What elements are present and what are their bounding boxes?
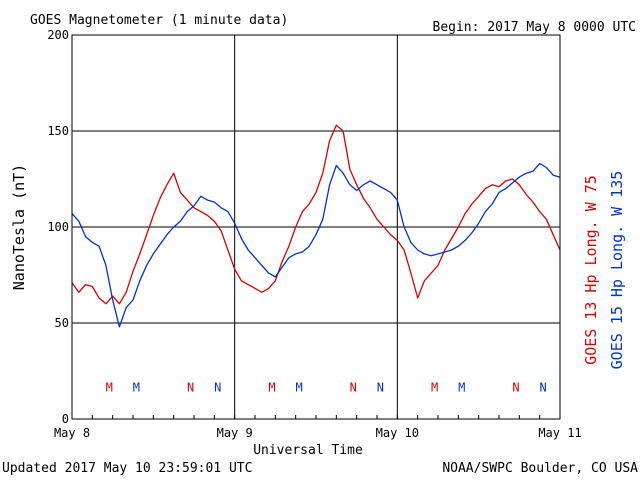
legend-goes13: GOES 13 Hp Long. W 75 [582, 175, 600, 365]
marker-m: M [268, 380, 275, 394]
x-axis-label: Universal Time [253, 443, 363, 458]
y-axis-label: NanoTesla (nT) [10, 164, 28, 290]
y-tick-label: 100 [47, 220, 69, 234]
legend-goes15: GOES 15 Hp Long. W 135 [608, 171, 626, 370]
credit-label: NOAA/SWPC Boulder, CO USA [442, 461, 638, 476]
marker-n: N [512, 380, 519, 394]
y-tick-label: 150 [47, 124, 69, 138]
marker-n: N [214, 380, 221, 394]
tick-labels: 0 50 100 150 200 May 8 May 9 May 10 May 11 [47, 28, 581, 440]
marker-n: N [350, 380, 357, 394]
plot-grid [71, 35, 561, 419]
series-layer [71, 124, 561, 328]
marker-n: N [377, 380, 384, 394]
marker-n: N [187, 380, 194, 394]
x-tick-label: May 11 [538, 426, 581, 440]
updated-timestamp: Updated 2017 May 10 23:59:01 UTC [2, 461, 252, 476]
begin-label: Begin: 2017 May 8 0000 UTC [433, 20, 637, 35]
chart-title: GOES Magnetometer (1 minute data) [30, 13, 288, 28]
marker-m: M [295, 380, 302, 394]
y-tick-label: 50 [55, 316, 69, 330]
plot-frame [71, 34, 561, 420]
marker-m: M [431, 380, 438, 394]
marker-n: N [539, 380, 546, 394]
marker-m: M [106, 380, 113, 394]
series-line-goes15 [71, 162, 561, 328]
marker-m: M [458, 380, 465, 394]
x-tick-label: May 10 [376, 426, 419, 440]
y-tick-label: 0 [62, 412, 69, 426]
series-line-goes13 [71, 124, 561, 305]
x-tick-label: May 9 [217, 426, 253, 440]
marker-m: M [133, 380, 140, 394]
x-tick-label: May 8 [54, 426, 90, 440]
y-tick-label: 200 [47, 28, 69, 42]
